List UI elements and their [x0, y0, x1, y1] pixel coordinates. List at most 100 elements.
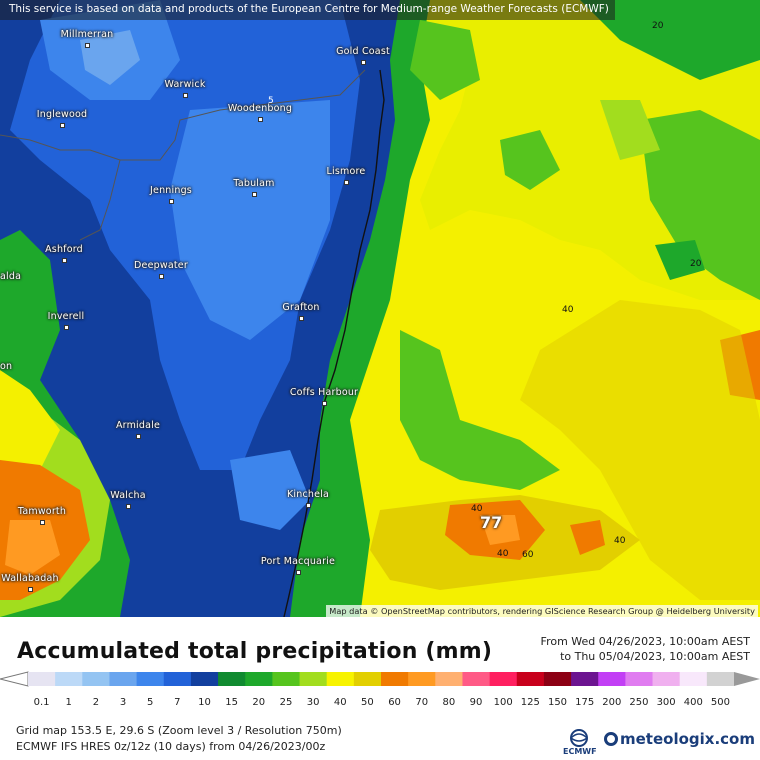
city-label: Tabulam	[233, 178, 275, 189]
scale-label: 5	[147, 697, 154, 708]
scale-label: 90	[469, 697, 483, 708]
scale-swatch	[489, 672, 518, 686]
color-scale	[0, 671, 760, 687]
run-info: ECMWF IFS HRES 0z/12z (10 days) from 04/…	[16, 740, 326, 753]
city-label: Port Macquarie	[260, 556, 336, 567]
scale-swatch	[109, 672, 138, 686]
scale-swatch	[353, 672, 382, 686]
scale-swatch	[272, 672, 301, 686]
scale-swatch	[679, 672, 708, 686]
scale-swatch	[136, 672, 165, 686]
scale-swatch	[163, 672, 192, 686]
scale-swatch	[571, 672, 599, 686]
scale-label: 175	[575, 697, 595, 708]
contour-label: 60	[522, 550, 534, 560]
scale-arrow-left	[0, 671, 29, 687]
scale-label: 500	[710, 697, 730, 708]
meteologix-logo[interactable]: meteologix.com	[604, 730, 755, 752]
scale-label: 100	[493, 697, 513, 708]
scale-label: 70	[415, 697, 429, 708]
ecmwf-globe-icon	[570, 729, 588, 747]
city-label: Walcha	[110, 490, 146, 501]
scale-swatch	[706, 672, 735, 686]
city-label: Ashford	[45, 244, 83, 255]
scale-label: 150	[547, 697, 568, 708]
date-range: From Wed 04/26/2023, 10:00am AEST to Thu…	[541, 634, 750, 664]
map-attribution: Map data © OpenStreetMap contributors, r…	[326, 605, 758, 617]
precipitation-map[interactable]: This service is based on data and produc…	[0, 0, 760, 617]
scale-arrow-right	[734, 672, 760, 686]
ecmwf-logo-text: ECMWF	[563, 747, 597, 756]
scale-label: 20	[252, 697, 266, 708]
scale-label: 3	[119, 697, 127, 708]
meteologix-name: meteologix.com	[620, 730, 755, 748]
scale-swatch	[408, 672, 436, 686]
date-from: From Wed 04/26/2023, 10:00am AEST	[540, 635, 750, 648]
scale-swatch	[516, 672, 545, 686]
scale-swatch	[462, 672, 491, 686]
scale-swatch	[543, 672, 572, 686]
scale-label: 30	[306, 697, 320, 708]
scale-swatch	[598, 672, 626, 686]
scale-swatch	[82, 672, 110, 686]
grid-info: Grid map 153.5 E, 29.6 S (Zoom level 3 /…	[16, 724, 342, 737]
contour-label: 20	[652, 21, 664, 31]
scale-label: 7	[174, 697, 181, 708]
scale-swatch	[435, 672, 463, 686]
scale-label: 40	[333, 697, 347, 708]
city-label: Warwick	[164, 79, 206, 90]
contour-label: 40	[614, 536, 626, 546]
date-to: to Thu 05/04/2023, 10:00am AEST	[560, 650, 750, 663]
scale-swatch	[218, 672, 246, 686]
scale-label: 50	[361, 697, 374, 708]
scale-label: 25	[279, 697, 293, 708]
city-label: Woodenbong	[227, 103, 293, 114]
scale-label: 60	[388, 697, 401, 708]
city-label: Kinchela	[286, 489, 330, 500]
scale-swatch	[55, 672, 83, 686]
city-label: Inverell	[47, 311, 85, 322]
city-label: Armidale	[115, 420, 161, 431]
scale-label: 400	[683, 697, 703, 708]
contour-label: 40	[497, 549, 509, 559]
scale-swatch	[625, 672, 654, 686]
scale-swatch	[190, 672, 219, 686]
legend-title: Accumulated total precipitation (mm)	[17, 639, 493, 664]
city-label: Inglewood	[36, 109, 88, 120]
scale-label: 2	[92, 697, 100, 708]
scale-label: 250	[629, 697, 649, 708]
precipitation-field	[0, 0, 760, 617]
scale-swatch	[299, 672, 328, 686]
scale-label: 125	[520, 697, 540, 708]
scale-swatch	[245, 672, 273, 686]
contour-label: 5	[268, 96, 274, 106]
scale-swatch	[652, 672, 681, 686]
city-label: Tamworth	[17, 506, 67, 517]
scale-label: 80	[442, 697, 456, 708]
model-info: Grid map 153.5 E, 29.6 S (Zoom level 3 /…	[16, 723, 342, 755]
city-label: Deepwater	[134, 260, 188, 271]
scale-label: 10	[198, 697, 211, 708]
ecmwf-logo[interactable]: ECMWF	[560, 727, 600, 759]
scale-swatch	[381, 672, 409, 686]
city-label: Wallabadah	[1, 573, 59, 584]
city-label: Grafton	[282, 302, 320, 313]
color-scale-labels: 0.1 1 2 3 5 7 10 15 20 25 30 40 50 60 70 80 90 100 125 150 1…	[0, 697, 760, 709]
scale-label: 15	[225, 697, 239, 708]
contour-label: 40	[471, 504, 483, 514]
max-value-label: 77	[480, 513, 503, 532]
city-label: Lismore	[326, 166, 366, 177]
city-label: Millmerran	[60, 29, 114, 40]
city-label: Coffs Harbour	[289, 387, 359, 398]
ecmwf-notice-banner: This service is based on data and produc…	[0, 0, 615, 20]
contour-label: 20	[690, 259, 702, 269]
scale-label: 200	[602, 697, 622, 708]
meteologix-icon	[604, 732, 618, 746]
scale-swatch	[28, 672, 56, 686]
scale-label: 0.1	[33, 697, 50, 708]
contour-label: 40	[562, 305, 574, 315]
scale-swatch	[326, 672, 355, 686]
city-label: Gold Coast	[336, 46, 390, 57]
scale-label: 1	[65, 697, 72, 708]
legend-panel: Accumulated total precipitation (mm) Fro…	[0, 617, 760, 760]
